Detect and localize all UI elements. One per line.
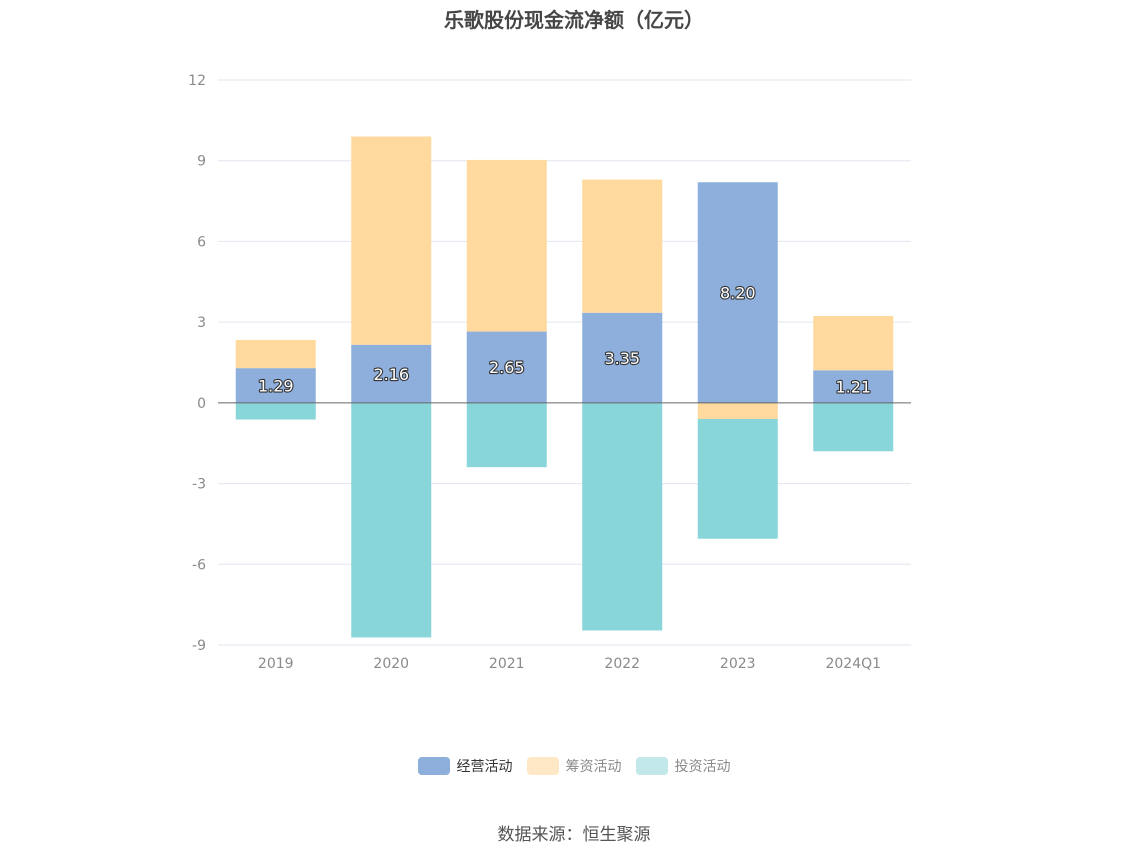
y-tick-label: 0 bbox=[197, 396, 206, 412]
bar-2024Q1-series-0 bbox=[813, 370, 894, 403]
x-tick-label: 2022 bbox=[604, 656, 640, 672]
x-tick-label: 2024Q1 bbox=[825, 656, 881, 672]
legend-swatch bbox=[635, 757, 668, 775]
bar-2019-series-0 bbox=[235, 368, 316, 403]
bar-2020-series-1 bbox=[351, 136, 432, 345]
x-tick-label: 2023 bbox=[720, 656, 756, 672]
y-tick-label: -3 bbox=[192, 477, 206, 493]
data-label: 2.16 bbox=[373, 365, 409, 384]
grid-lines bbox=[218, 79, 911, 646]
y-tick-label: 3 bbox=[197, 315, 206, 331]
x-tick-label: 2019 bbox=[258, 656, 294, 672]
bar-2019-series-2 bbox=[235, 402, 316, 420]
data-label: 1.21 bbox=[835, 378, 871, 397]
bar-2022-series-0 bbox=[582, 312, 663, 403]
legend-item[interactable]: 投资活动 bbox=[635, 756, 731, 776]
y-tick-label: 12 bbox=[188, 73, 206, 89]
bar-2020-series-2 bbox=[351, 402, 432, 638]
data-label: 1.29 bbox=[258, 377, 294, 396]
legend-label: 筹资活动 bbox=[565, 759, 622, 775]
bar-2020-series-0 bbox=[351, 344, 432, 403]
x-tick-label: 2021 bbox=[489, 656, 525, 672]
bars bbox=[235, 136, 894, 638]
y-tick-label: 6 bbox=[197, 234, 206, 250]
legend-label: 投资活动 bbox=[674, 759, 731, 775]
y-axis-ticks: 12 9 6 3 0 -3 -6 -9 bbox=[188, 73, 206, 654]
chart-title: 乐歌股份现金流净额（亿元） bbox=[444, 8, 704, 32]
legend-swatch bbox=[417, 757, 450, 775]
bar-2022-series-2 bbox=[582, 402, 663, 631]
y-tick-label: -9 bbox=[192, 638, 206, 654]
x-tick-label: 2020 bbox=[373, 656, 409, 672]
legend-item[interactable]: 筹资活动 bbox=[526, 756, 622, 776]
y-tick-label: 9 bbox=[197, 154, 206, 170]
bar-2021-series-0 bbox=[466, 331, 547, 403]
bar-2023-series-2 bbox=[697, 419, 778, 539]
legend-item[interactable]: 经营活动 bbox=[417, 756, 513, 776]
bar-2024Q1-series-1 bbox=[813, 315, 894, 371]
data-label: 2.65 bbox=[489, 358, 525, 377]
source-note: 数据来源：恒生聚源 bbox=[497, 825, 651, 845]
bar-2023-series-1 bbox=[697, 402, 778, 419]
data-label: 3.35 bbox=[604, 349, 640, 368]
data-label: 8.20 bbox=[720, 284, 756, 303]
bar-2023-series-0 bbox=[697, 182, 778, 403]
data-labels: 1.29 2.16 2.65 3.35 8.20 1.21 bbox=[257, 282, 872, 397]
bar-2021-series-1 bbox=[466, 159, 547, 332]
legend: 经营活动 筹资活动 投资活动 bbox=[0, 756, 1148, 776]
legend-swatch bbox=[526, 757, 559, 775]
y-tick-label: -6 bbox=[192, 557, 206, 573]
x-axis-ticks: 2019 2020 2021 2022 2023 2024Q1 bbox=[258, 656, 881, 672]
legend-label: 经营活动 bbox=[456, 759, 513, 775]
bar-2019-series-1 bbox=[235, 339, 316, 369]
chart-plot: 12 9 6 3 0 -3 -6 -9 1.29 2.16 2.65 3.35 8.20 1.21 20… bbox=[188, 73, 911, 672]
bar-2024Q1-series-2 bbox=[813, 402, 894, 452]
bar-2021-series-2 bbox=[466, 402, 547, 468]
bar-2022-series-1 bbox=[582, 179, 663, 313]
